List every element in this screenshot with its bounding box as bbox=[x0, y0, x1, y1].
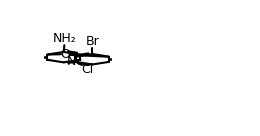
Text: Cl: Cl bbox=[81, 63, 93, 76]
Text: N: N bbox=[67, 55, 76, 68]
Text: O: O bbox=[60, 48, 70, 61]
Text: NH₂: NH₂ bbox=[53, 32, 77, 45]
Text: Br: Br bbox=[86, 35, 99, 48]
